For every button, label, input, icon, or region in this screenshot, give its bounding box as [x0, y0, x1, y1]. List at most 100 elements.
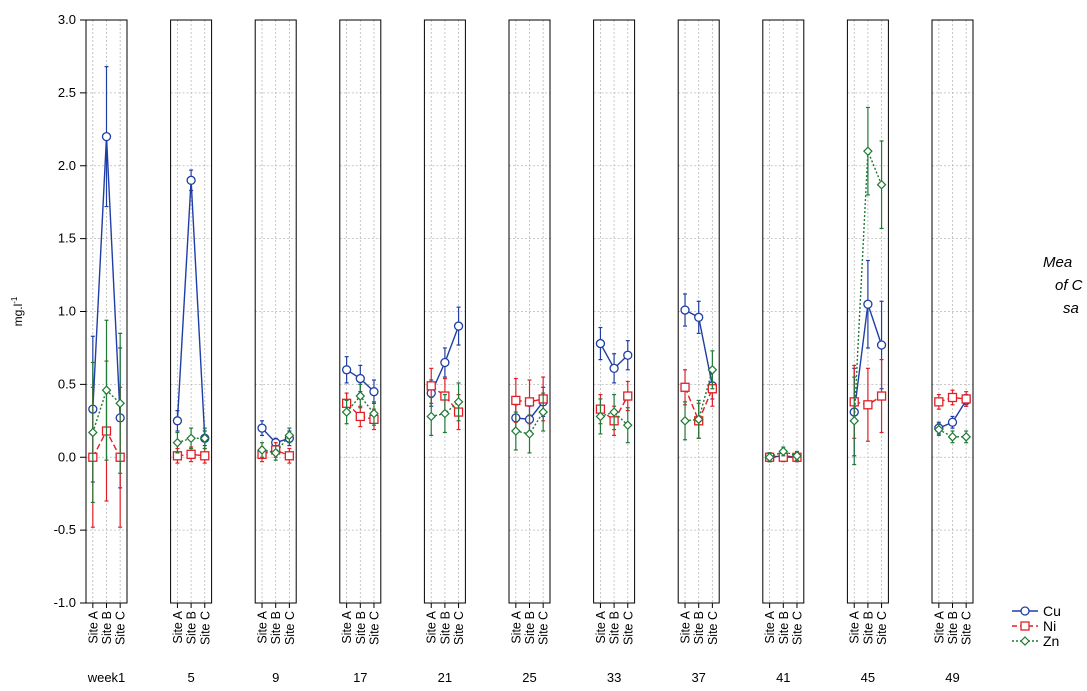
data-point-zn [961, 431, 972, 442]
site-label: Site B [100, 611, 114, 644]
data-point-cu [440, 357, 450, 368]
data-point-zn [87, 427, 98, 438]
data-point-cu [101, 131, 112, 142]
data-point-zn [284, 430, 295, 441]
data-point-zn [609, 407, 619, 417]
data-point-cu [172, 416, 183, 426]
data-point-zn [453, 397, 464, 407]
panel-week-9: Site A Site B Site C 9 [254, 19, 297, 685]
data-point-ni [200, 451, 210, 461]
site-label: Site A [594, 610, 608, 643]
data-point-zn [172, 437, 183, 448]
week-label: 21 [438, 670, 452, 685]
site-label: Site A [171, 610, 185, 643]
data-point-cu [947, 417, 958, 427]
week-label: 33 [607, 670, 621, 685]
week-label: 49 [945, 670, 959, 685]
data-point-cu [453, 321, 464, 331]
week-label: 41 [776, 670, 790, 685]
panel-week-25: Site A Site B Site C 25 [508, 19, 551, 685]
series-line-zn [769, 450, 798, 458]
site-label: Site C [706, 611, 720, 645]
panel-week-37: Site A Site B Site C 37 [677, 19, 720, 685]
data-point-cu [680, 305, 690, 315]
data-point-ni [947, 392, 958, 403]
site-label: Site C [452, 611, 466, 645]
site-label: Site B [185, 611, 199, 644]
site-label: Site C [875, 611, 889, 645]
data-point-zn [622, 420, 633, 431]
legend-item-zn: Zn [1012, 633, 1059, 649]
site-label: Site A [340, 610, 354, 643]
data-point-zn [440, 408, 450, 419]
site-label: Site A [679, 610, 693, 643]
y-tick-label: 2.0 [58, 158, 76, 173]
data-point-zn [270, 448, 281, 458]
legend-marker [1020, 606, 1030, 616]
data-point-zn [595, 411, 606, 422]
side-text-line: sa [1063, 300, 1079, 317]
data-point-cu [595, 338, 606, 349]
data-point-cu [257, 423, 267, 433]
data-point-cu [694, 312, 704, 322]
data-point-zn [538, 407, 549, 417]
data-point-ni [511, 395, 521, 406]
data-point-zn [863, 146, 873, 157]
y-tick-label: -0.5 [54, 522, 76, 537]
data-point-zn [199, 433, 210, 444]
data-point-zn [369, 408, 379, 419]
week-label: 9 [272, 670, 279, 685]
data-point-cu [623, 350, 633, 360]
legend-label: Cu [1043, 603, 1061, 619]
site-label: Site C [114, 611, 128, 645]
series-line-zn [600, 411, 629, 426]
data-point-zn [341, 407, 352, 417]
site-label: Site C [621, 611, 635, 645]
data-point-ni [355, 411, 365, 422]
y-axis-label-superscript: -1 [10, 296, 19, 304]
y-axis-label-text: mg.l [11, 304, 25, 327]
data-point-zn [101, 385, 112, 396]
data-point-zn [524, 429, 535, 439]
legend-marker [1020, 636, 1030, 646]
data-point-zn [426, 411, 437, 422]
side-text-line: Mea [1043, 254, 1072, 271]
data-point-ni [876, 391, 887, 401]
site-label: Site B [354, 611, 368, 644]
legend-label: Ni [1043, 618, 1056, 634]
site-label: Site B [946, 611, 960, 644]
data-point-zn [849, 415, 860, 426]
legend-item-ni: Ni [1012, 618, 1056, 634]
data-point-cu [341, 365, 352, 375]
site-label: Site A [425, 610, 439, 643]
week-label: 5 [187, 670, 194, 685]
y-axis-label: mg.l-1 [10, 296, 25, 326]
data-point-zn [792, 450, 802, 461]
data-point-zn [764, 452, 775, 463]
y-tick-label: 0.0 [58, 449, 76, 464]
data-point-zn [257, 445, 267, 455]
data-point-cu [355, 373, 365, 384]
data-point-zn [693, 414, 704, 425]
site-label: Site C [790, 611, 804, 645]
data-point-zn [680, 415, 690, 426]
site-label: Site A [763, 610, 777, 643]
legend-item-cu: Cu [1012, 603, 1061, 619]
site-label: Site B [692, 611, 706, 644]
data-point-zn [876, 179, 887, 190]
week-label: 17 [353, 670, 367, 685]
panel-week-41: Site A Site B Site C 41 [762, 19, 804, 685]
data-point-ni [623, 391, 633, 401]
series-line-zn [177, 437, 205, 444]
week-label: 45 [861, 670, 875, 685]
legend-label: Zn [1043, 633, 1059, 649]
data-point-ni [934, 397, 944, 407]
data-point-ni [426, 381, 436, 391]
y-tick-label: 2.5 [58, 85, 76, 100]
data-point-ni [524, 397, 535, 407]
data-point-zn [510, 426, 521, 436]
site-label: Site C [960, 611, 974, 645]
panel-week-week1: Site A Site B Site C week1 [85, 19, 128, 685]
week-label: 37 [691, 670, 705, 685]
